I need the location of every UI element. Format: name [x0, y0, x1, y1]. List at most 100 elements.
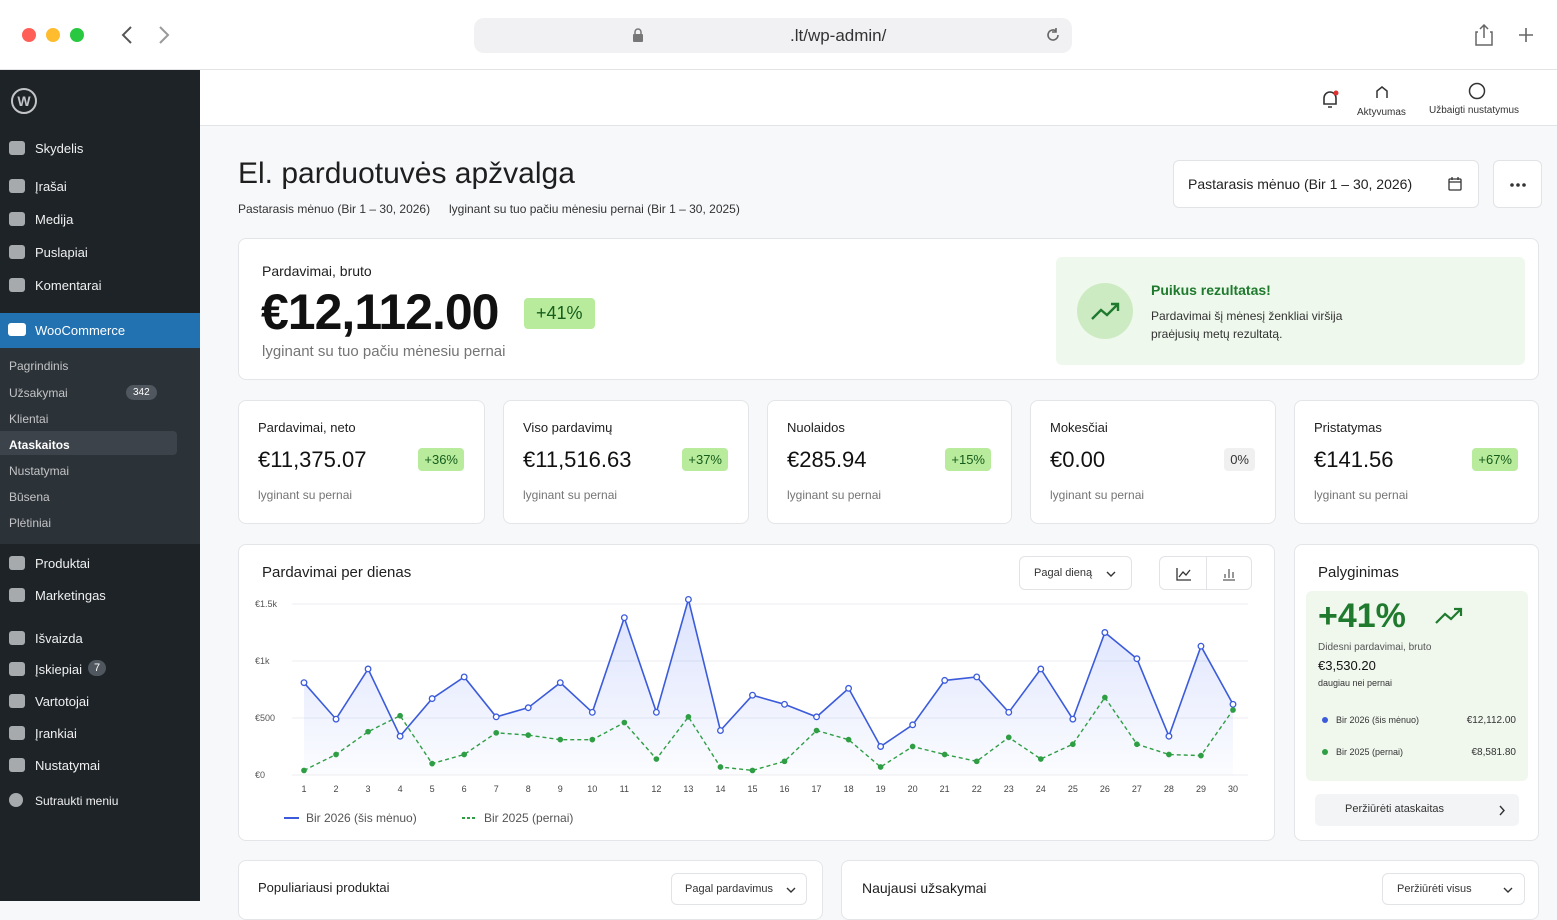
data-point — [620, 614, 628, 622]
menu-item[interactable]: Nustatymai — [35, 758, 101, 773]
decoration — [1206, 557, 1207, 589]
data-point — [1069, 741, 1076, 748]
decoration — [1077, 283, 1133, 339]
data-point — [524, 704, 532, 712]
submenu-item[interactable]: Klientai — [9, 412, 49, 426]
x-tick-label: 6 — [462, 784, 467, 794]
decoration — [9, 212, 25, 226]
menu-item[interactable]: Įrankiai — [35, 726, 77, 741]
submenu-item[interactable]: Užsakymai — [9, 386, 68, 400]
decoration — [9, 141, 25, 155]
submenu-item[interactable]: Nustatymai — [9, 464, 70, 478]
menu-active[interactable]: WooCommerce — [0, 313, 200, 348]
x-tick-label: 27 — [1132, 784, 1142, 794]
data-point — [429, 760, 435, 767]
activity-icon[interactable] — [1374, 85, 1390, 101]
decoration — [1448, 178, 1462, 191]
comparison-note: daugiau nei pernai — [1318, 678, 1393, 688]
data-point — [588, 708, 596, 716]
data-point — [1102, 694, 1108, 701]
series-line — [303, 596, 1234, 748]
data-point — [589, 736, 596, 743]
y-tick-label: €1.5k — [255, 599, 278, 609]
setup-label[interactable]: Užbaigti nustatymus — [1429, 105, 1520, 116]
menu-item[interactable]: Išvaizda — [35, 631, 83, 646]
data-point — [492, 713, 500, 721]
x-tick-label: 22 — [972, 784, 982, 794]
reload-icon[interactable] — [1045, 27, 1061, 43]
notifications[interactable] — [1321, 89, 1339, 109]
kpi-card: Nuolaidos €285.94 +15% lyginant su pernai — [767, 400, 1012, 524]
decoration — [1176, 568, 1191, 581]
hero-label: Pardavimai, bruto — [262, 263, 372, 279]
decoration — [1522, 183, 1526, 187]
kpi-change: 0% — [1224, 448, 1255, 471]
decoration — [9, 631, 25, 645]
data-point — [973, 758, 980, 765]
data-point — [1165, 732, 1173, 740]
menu-item[interactable]: WooCommerce — [35, 323, 126, 338]
orders-link[interactable]: Peržiūrėti visus — [1382, 873, 1525, 905]
more-button[interactable] — [1493, 160, 1542, 208]
menu-item[interactable]: Produktai — [35, 556, 90, 571]
submenu-item[interactable]: Plėtiniai — [9, 516, 52, 530]
comparison-difference: €3,530.20 — [1318, 658, 1376, 673]
data-point — [525, 732, 532, 738]
nav-arrows[interactable] — [118, 25, 178, 45]
decoration — [786, 887, 796, 893]
data-point — [1134, 741, 1140, 748]
series-line — [303, 696, 1234, 772]
wp-logo[interactable]: W — [10, 87, 38, 115]
share-newtab[interactable] — [1474, 24, 1538, 46]
reports-button[interactable]: Peržiūrėti ataskaitas — [1315, 794, 1519, 826]
chart-type-toggle[interactable] — [1159, 556, 1252, 590]
decoration — [8, 323, 26, 336]
products-sort[interactable]: Pagal pardavimus — [671, 873, 807, 905]
activity-label[interactable]: Aktyvumas — [1357, 107, 1406, 118]
data-point — [813, 713, 821, 721]
group-select[interactable]: Pagal dieną — [1019, 556, 1132, 590]
hero-value: €12,112.00 — [261, 284, 499, 340]
products-card: Populiariausi produktai Pagal pardavimus — [238, 860, 823, 920]
data-point — [461, 751, 468, 758]
legend-dot — [1322, 717, 1328, 723]
callout-title: Puikus rezultatas! — [1151, 282, 1271, 298]
menu-item[interactable]: Marketingas — [35, 588, 106, 603]
callout-text: Pardavimai šį mėnesį ženkliai viršija pr… — [1151, 309, 1343, 341]
menu-item[interactable]: Medija — [35, 212, 74, 227]
data-point — [909, 721, 917, 729]
decoration — [9, 758, 25, 772]
comparison-card: Palyginimas +41% Didesni pardavimai, bru… — [1294, 544, 1539, 841]
menu-item[interactable]: Vartotojai — [35, 694, 89, 709]
kpi-label: Viso pardavimų — [523, 420, 613, 435]
x-tick-label: 7 — [494, 784, 499, 794]
menu-item[interactable]: Puslapiai — [35, 245, 88, 260]
admin-sidebar: W Skydelis Įrašai Medija Puslapiai Komen… — [0, 70, 200, 901]
kpi-value: €141.56 — [1314, 447, 1394, 472]
decoration — [1503, 887, 1513, 893]
date-picker[interactable]: Pastarasis mėnuo (Bir 1 – 30, 2026) — [1173, 160, 1479, 208]
decoration — [1052, 28, 1057, 33]
comparison-caption: Didesni pardavimai, bruto — [1318, 642, 1432, 653]
kpi-value: €11,516.63 — [523, 447, 632, 472]
submenu-item[interactable]: Būsena — [9, 490, 50, 504]
submenu-item[interactable]: Pagrindinis — [9, 359, 69, 373]
setup-icon[interactable] — [1468, 82, 1486, 100]
collapse-menu[interactable]: Sutraukti meniu — [35, 794, 119, 808]
decoration — [9, 556, 25, 570]
data-point — [397, 712, 403, 719]
decoration — [1176, 568, 1191, 581]
address-bar[interactable]: .lt/wp-admin/ — [474, 18, 1072, 53]
decoration — [1223, 569, 1235, 581]
menu-item[interactable]: Komentarai — [35, 278, 102, 293]
x-tick-label: 25 — [1068, 784, 1078, 794]
menu-item[interactable]: Įrašai — [35, 179, 67, 194]
menu-item[interactable]: Įskiepiai — [35, 662, 82, 677]
data-point — [1005, 734, 1012, 741]
menu-item[interactable]: Skydelis — [35, 141, 84, 156]
data-point — [364, 665, 372, 673]
submenu-item[interactable]: Ataskaitos — [9, 438, 70, 452]
legend-label: Bir 2026 (šis mėnuo) — [1336, 715, 1420, 725]
comparison-panel: +41% Didesni pardavimai, bruto €3,530.20… — [1306, 591, 1528, 781]
x-tick-label: 5 — [430, 784, 435, 794]
